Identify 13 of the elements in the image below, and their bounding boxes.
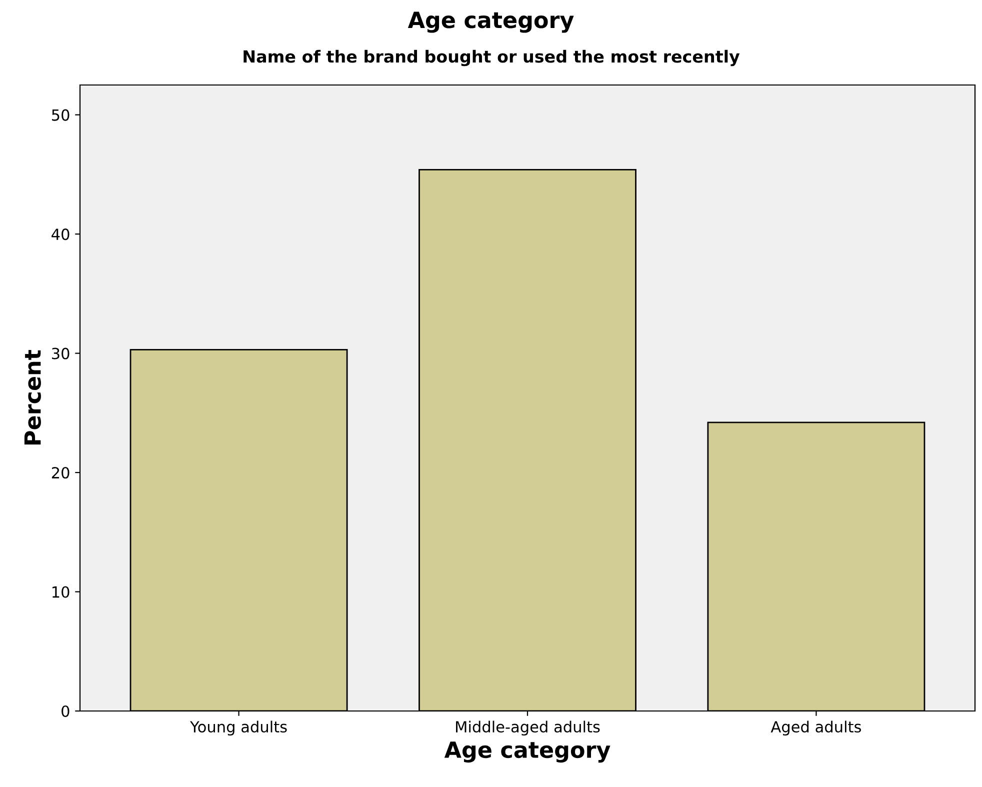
y-axis-title: Percent (24, 350, 41, 444)
y-tick-label: 20 (52, 466, 70, 479)
y-tick-label: 10 (52, 586, 70, 598)
y-tick-label: 50 (52, 109, 70, 121)
y-tick-label: 40 (52, 228, 70, 240)
x-tick-label: Middle-aged adults (456, 720, 600, 736)
y-tick-label: 30 (52, 348, 70, 360)
x-tick-label: Young adults (190, 720, 287, 736)
chart-title: Age category (408, 12, 574, 33)
x-tick-label: Aged adults (770, 720, 861, 736)
chart-subtitle: Name of the brand bought or used the most recently (244, 50, 740, 66)
x-axis-title: Age category (444, 742, 610, 763)
y-tick-label: 0 (62, 705, 70, 718)
